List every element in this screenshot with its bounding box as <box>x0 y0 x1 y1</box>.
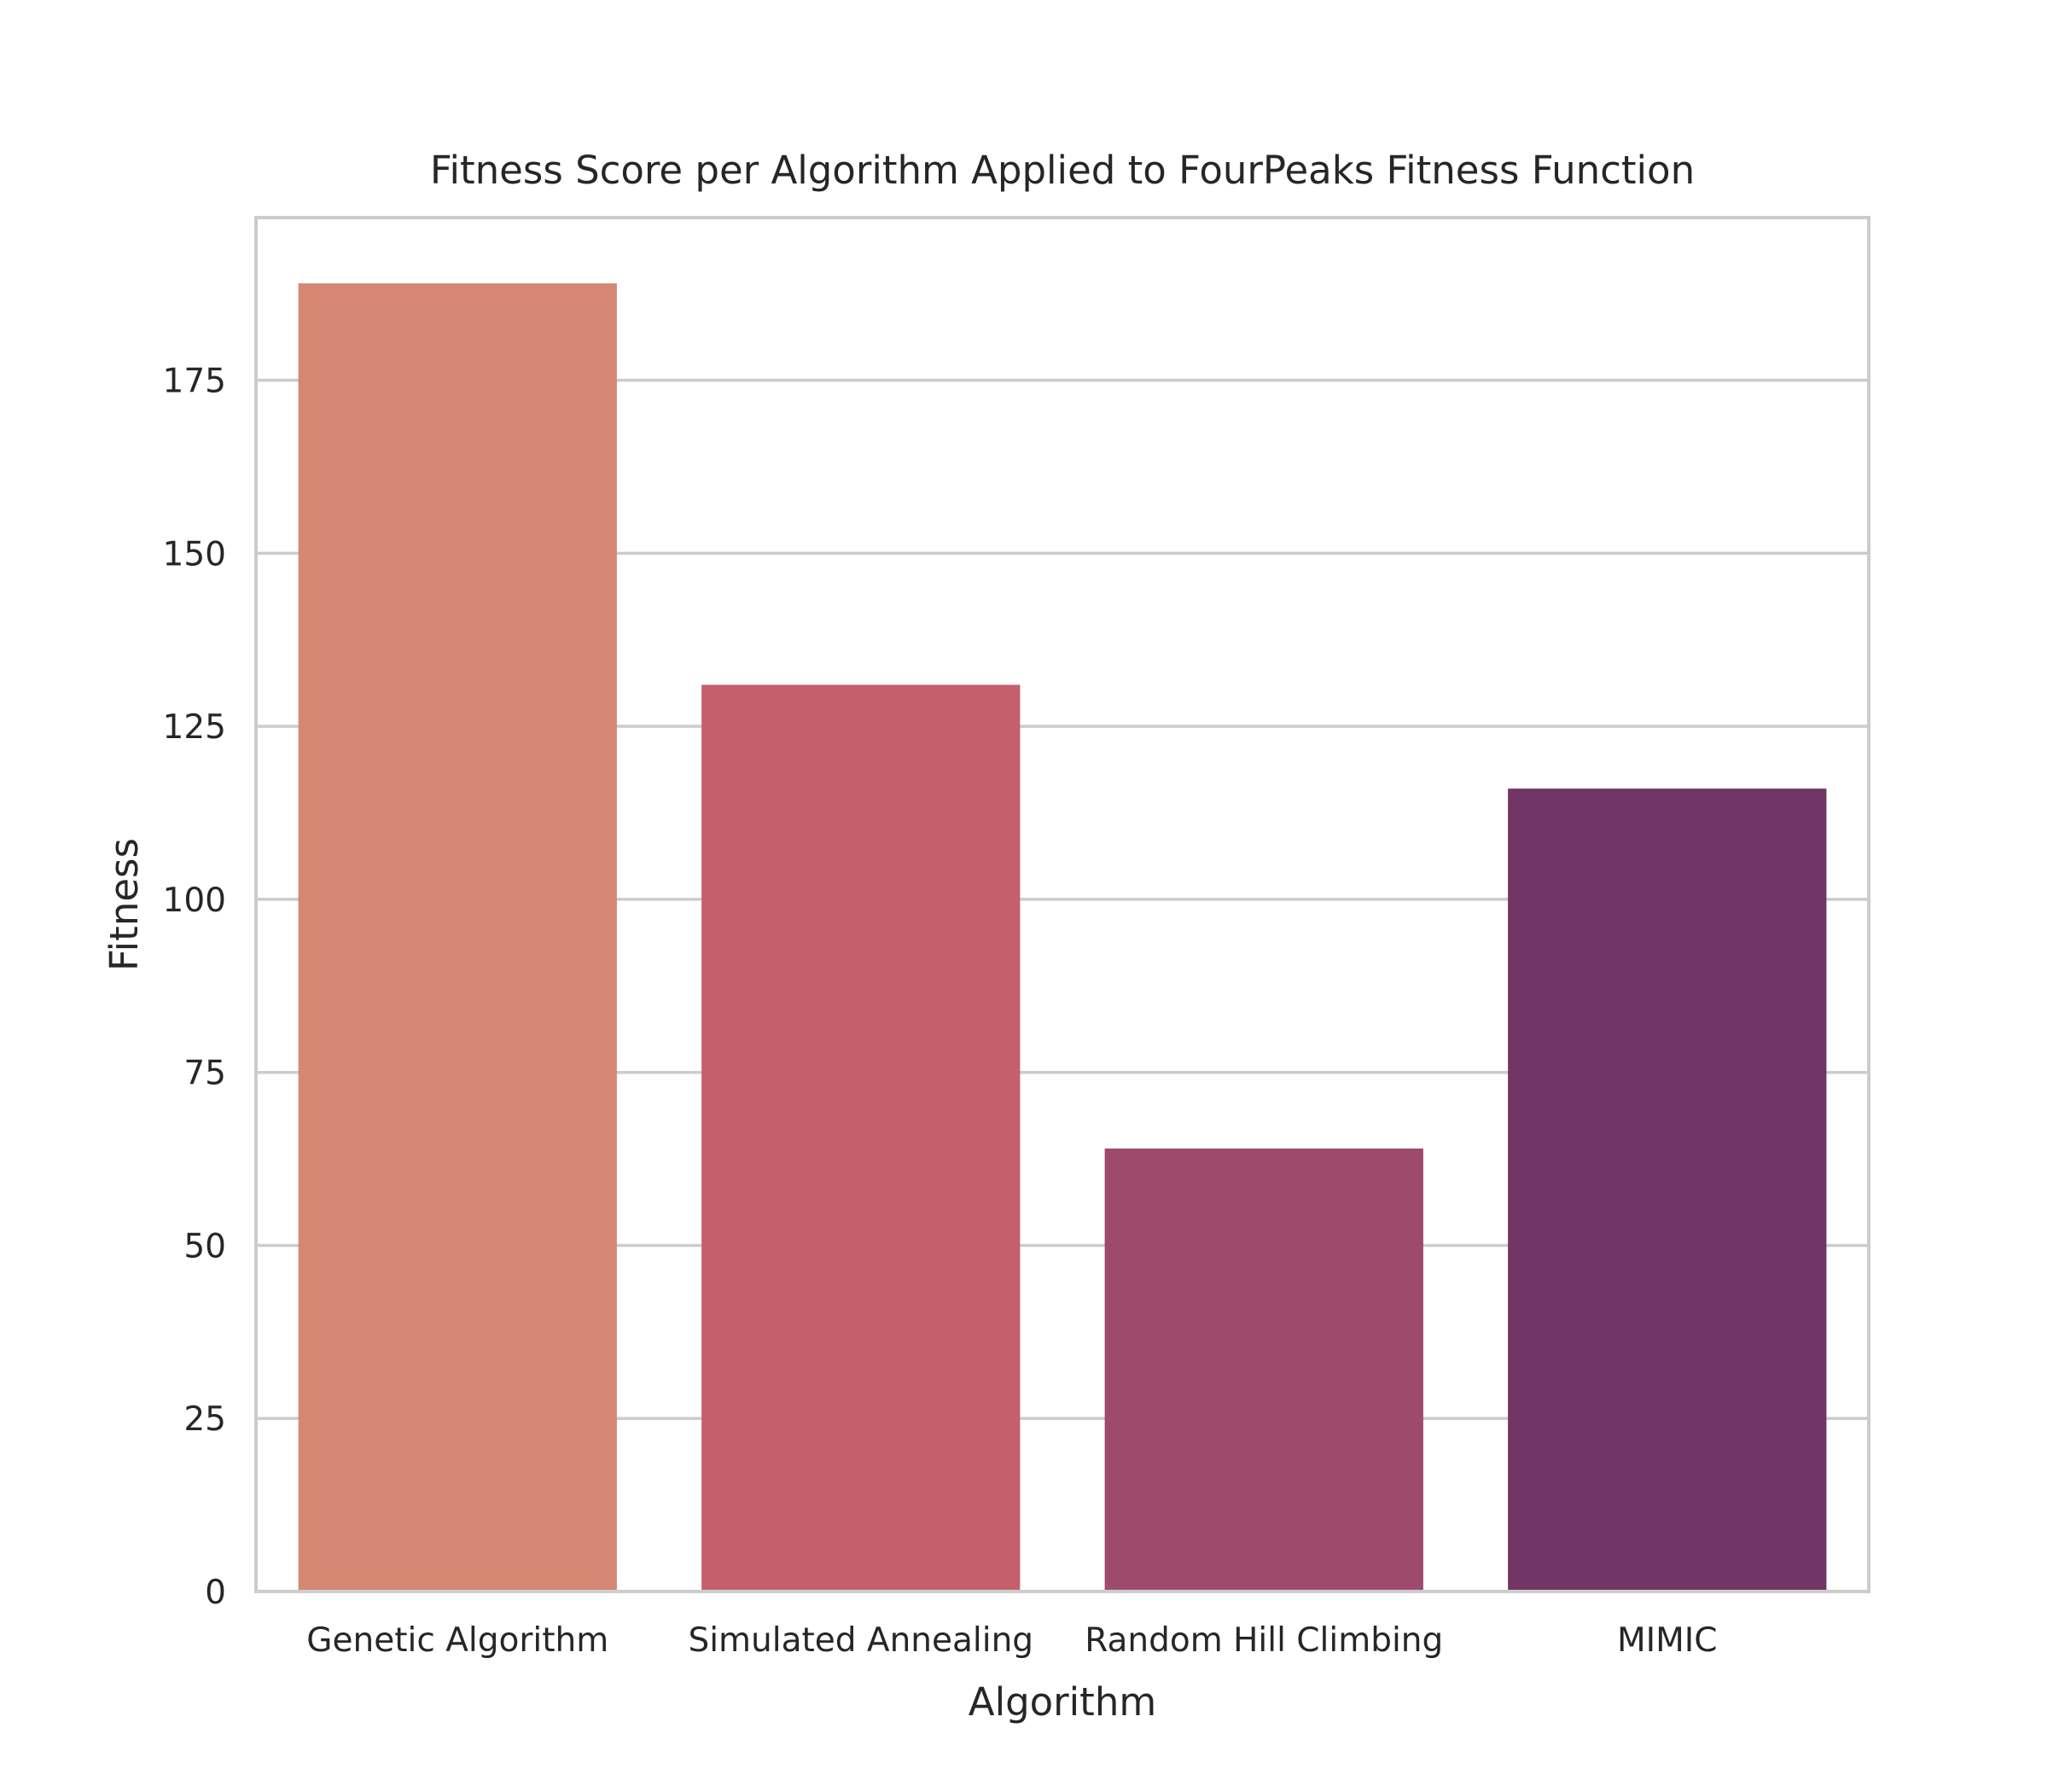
y-tick-label: 125 <box>163 708 226 747</box>
y-tick-label: 75 <box>183 1055 226 1093</box>
y-tick-label: 0 <box>205 1574 226 1612</box>
x-tick-label: Simulated Annealing <box>688 1621 1033 1660</box>
y-tick-labels: 0 25 50 75 100 125 150 175 <box>163 363 226 1612</box>
bar-mimic <box>1508 788 1827 1591</box>
y-tick-label: 25 <box>183 1400 226 1439</box>
y-tick-label: 100 <box>163 881 226 920</box>
bar-simulated-annealing <box>701 684 1021 1591</box>
chart-title: Fitness Score per Algorithm Applied to F… <box>430 148 1695 193</box>
x-tick-label: Random Hill Climbing <box>1085 1621 1443 1660</box>
plot-frame <box>254 216 1871 1593</box>
y-axis-label: Fitness <box>102 838 147 971</box>
x-tick-labels: Genetic Algorithm Simulated Annealing Rand… <box>306 1621 1717 1660</box>
y-tick-label: 150 <box>163 535 226 573</box>
x-tick-label: Genetic Algorithm <box>306 1621 608 1660</box>
x-tick-label: MIMIC <box>1617 1621 1718 1660</box>
y-tick-label: 50 <box>183 1227 226 1265</box>
bars <box>298 283 1827 1592</box>
y-tick-label: 175 <box>163 363 226 401</box>
bar-genetic-algorithm <box>298 283 617 1592</box>
bar-random-hill-climbing <box>1104 1148 1423 1591</box>
x-axis-label: Algorithm <box>969 1679 1156 1725</box>
